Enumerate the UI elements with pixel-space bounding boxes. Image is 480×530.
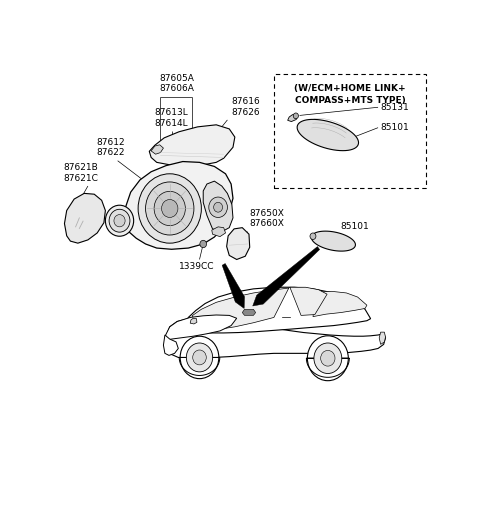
Text: 87616
87626: 87616 87626 bbox=[231, 97, 260, 117]
Circle shape bbox=[310, 233, 316, 240]
Polygon shape bbox=[222, 263, 245, 308]
Polygon shape bbox=[166, 315, 237, 340]
Circle shape bbox=[186, 343, 213, 372]
Polygon shape bbox=[379, 332, 385, 344]
Circle shape bbox=[106, 205, 133, 236]
Text: 87621B
87621C: 87621B 87621C bbox=[63, 163, 98, 183]
Circle shape bbox=[321, 350, 335, 366]
Text: 1339CC: 1339CC bbox=[179, 262, 215, 271]
Circle shape bbox=[307, 336, 348, 381]
Circle shape bbox=[209, 197, 228, 217]
Polygon shape bbox=[151, 145, 163, 154]
Text: 87650X
87660X: 87650X 87660X bbox=[250, 209, 285, 228]
Circle shape bbox=[293, 113, 299, 119]
Text: 85131: 85131 bbox=[381, 103, 409, 112]
Circle shape bbox=[180, 336, 219, 378]
Circle shape bbox=[114, 215, 125, 227]
Polygon shape bbox=[212, 227, 226, 236]
Polygon shape bbox=[185, 287, 371, 333]
Text: (W/ECM+HOME LINK+: (W/ECM+HOME LINK+ bbox=[294, 84, 406, 93]
Polygon shape bbox=[203, 181, 233, 232]
Polygon shape bbox=[64, 193, 106, 243]
Text: COMPASS+MTS TYPE): COMPASS+MTS TYPE) bbox=[295, 96, 406, 105]
Polygon shape bbox=[149, 125, 235, 165]
Circle shape bbox=[138, 174, 202, 243]
Circle shape bbox=[145, 182, 194, 235]
Polygon shape bbox=[165, 317, 385, 358]
Polygon shape bbox=[190, 318, 197, 324]
Polygon shape bbox=[312, 231, 355, 251]
Polygon shape bbox=[192, 288, 289, 331]
Polygon shape bbox=[163, 335, 178, 356]
Text: 87612
87622: 87612 87622 bbox=[96, 138, 124, 157]
Polygon shape bbox=[313, 292, 367, 316]
Circle shape bbox=[314, 343, 342, 374]
Circle shape bbox=[193, 350, 206, 365]
Text: 87613L
87614L: 87613L 87614L bbox=[155, 108, 189, 128]
Text: 87605A
87606A: 87605A 87606A bbox=[160, 74, 194, 93]
Bar bbox=[274, 74, 426, 188]
Polygon shape bbox=[122, 162, 233, 249]
Polygon shape bbox=[290, 287, 327, 315]
Circle shape bbox=[214, 202, 223, 212]
Polygon shape bbox=[242, 310, 256, 315]
Polygon shape bbox=[288, 114, 297, 121]
Circle shape bbox=[109, 209, 130, 232]
Polygon shape bbox=[297, 119, 359, 151]
Circle shape bbox=[154, 191, 185, 226]
Polygon shape bbox=[252, 246, 320, 306]
Text: 85101: 85101 bbox=[341, 222, 370, 231]
Circle shape bbox=[200, 240, 206, 248]
Polygon shape bbox=[227, 228, 250, 260]
Text: 85101: 85101 bbox=[381, 123, 409, 132]
Circle shape bbox=[162, 199, 178, 217]
